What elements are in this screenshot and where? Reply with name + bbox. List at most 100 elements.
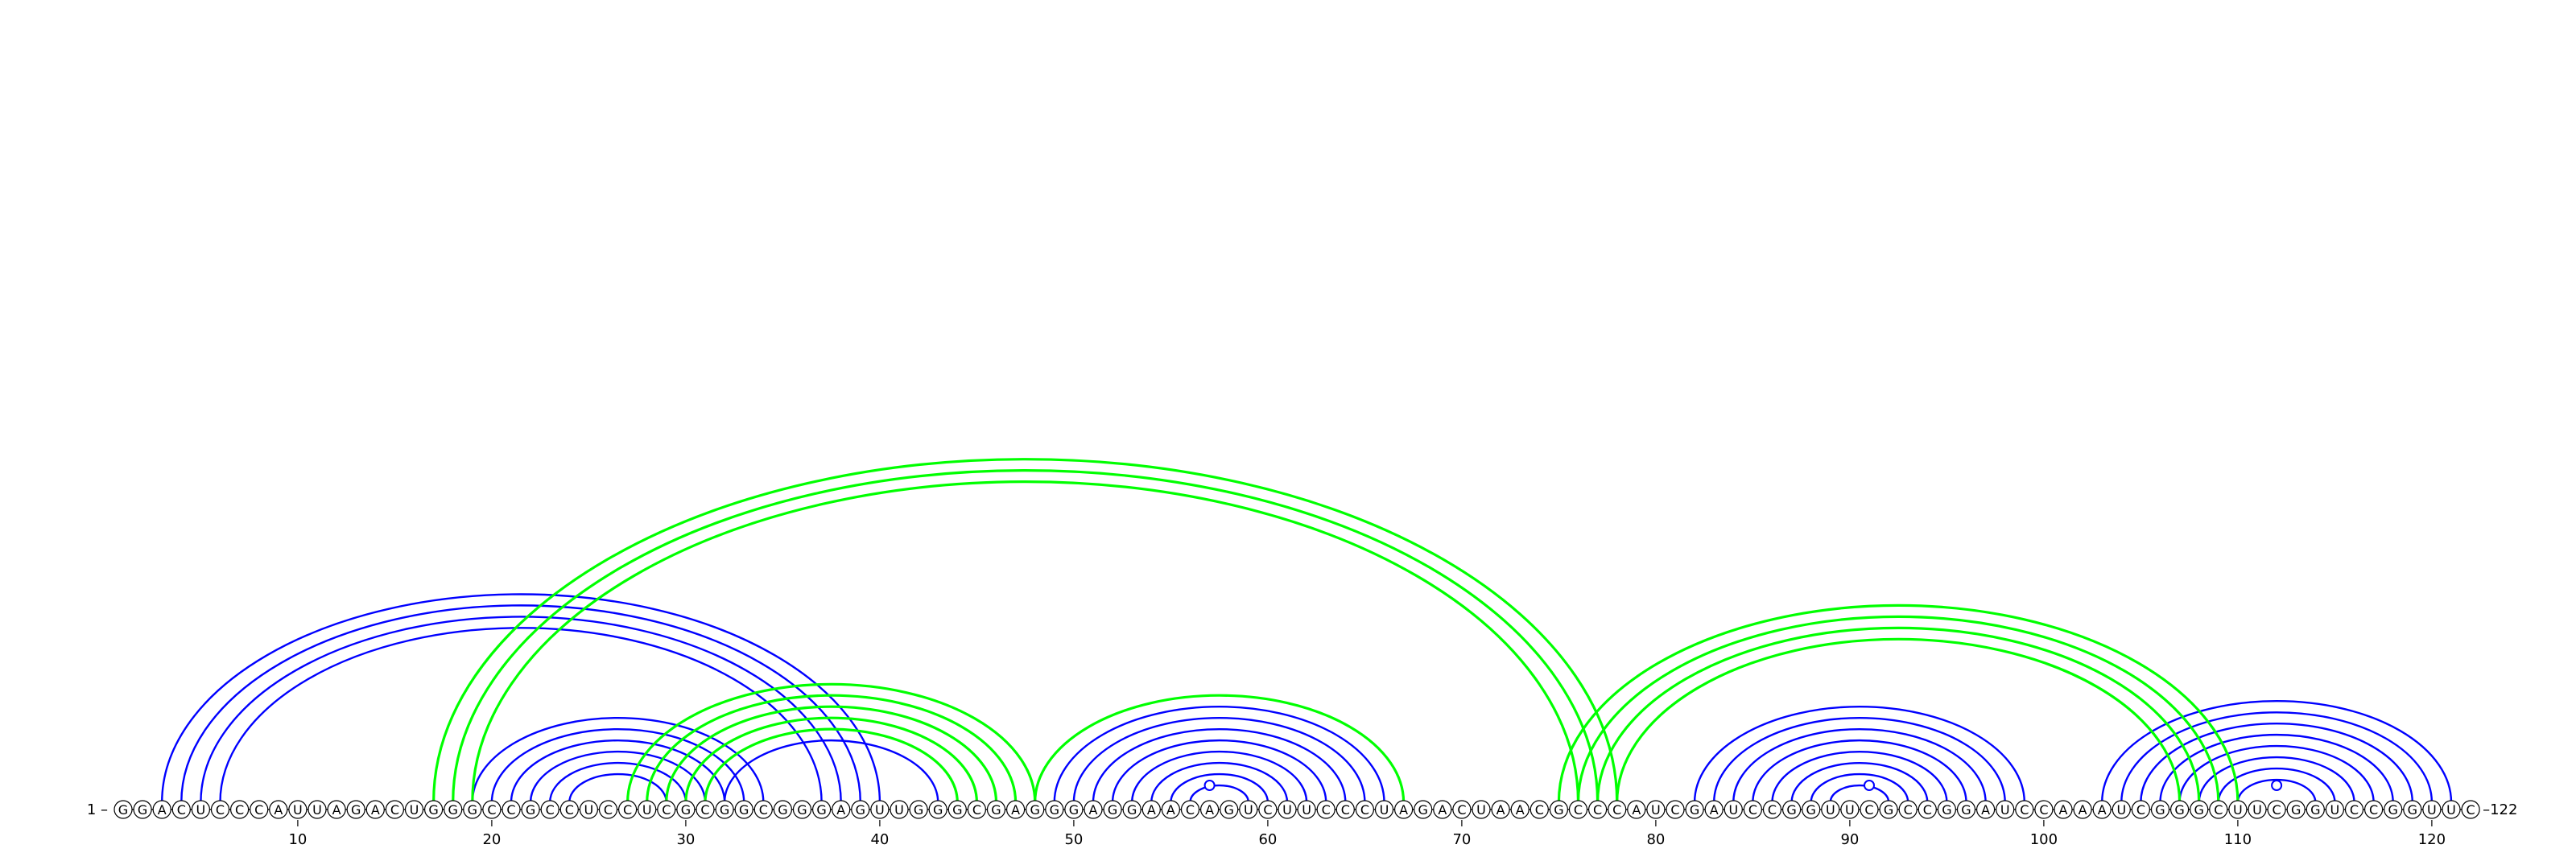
nucleotide-circle	[1220, 800, 1239, 819]
nucleotide-letter: A	[1205, 802, 1214, 818]
base-pair-arc-blue	[529, 750, 707, 803]
nucleotide-circle	[250, 800, 269, 819]
nucleotide-circle	[1762, 800, 1782, 819]
nucleotide-circle	[327, 800, 346, 819]
base-pair-arc-blue	[568, 772, 667, 803]
nucleotide-letter: G	[2174, 802, 2184, 818]
nucleotide-circle	[308, 800, 327, 819]
nucleotide-letter: U	[894, 802, 904, 818]
nucleotide-letter: U	[642, 802, 652, 818]
nucleotide-letter: G	[428, 802, 438, 818]
nucleotide-circle	[1782, 800, 1802, 819]
nucleotide-circle	[1084, 800, 1103, 819]
loop-marker	[2271, 780, 2283, 791]
base-pair-arc-blue	[1790, 761, 1929, 803]
nucleotide-circle	[2073, 800, 2092, 819]
nucleotide-circle	[832, 800, 851, 819]
nucleotide-letter: U	[2252, 802, 2262, 818]
nucleotide-letter: G	[1050, 802, 1059, 818]
nucleotide-circle	[1103, 800, 1122, 819]
nucleotide-letter: A	[2079, 802, 2087, 818]
nucleotide-circle	[1472, 800, 1491, 819]
nucleotide-letter: U	[1302, 802, 1311, 818]
nucleotide-circle	[423, 800, 444, 819]
nucleotide-circle	[1141, 800, 1161, 819]
nucleotide-circle	[521, 800, 540, 819]
axis-tick-label: 40	[870, 831, 889, 848]
nucleotide-circle	[1316, 800, 1335, 819]
nucleotide-letter: A	[836, 802, 845, 818]
nucleotide-letter: C	[1186, 802, 1195, 818]
nucleotide-letter: A	[1981, 802, 1990, 818]
position-axis: 10 20 30 40 50 60 70 80 90 100 110 120	[288, 820, 2446, 848]
nucleotide-circle	[1393, 800, 1414, 819]
nucleotide-letter: G	[2388, 802, 2397, 818]
nucleotide-circle	[890, 800, 909, 819]
nucleotide-letter: G	[952, 802, 962, 818]
nucleotide-letter: G	[739, 802, 749, 818]
nucleotide-letter: C	[506, 802, 515, 818]
nucleotide-circle	[444, 800, 463, 819]
nucleotide-letter: C	[1574, 802, 1583, 818]
nucleotide-letter: U	[1282, 802, 1292, 818]
base-pair-arc-blue	[219, 627, 823, 803]
nucleotide-letter: U	[2000, 802, 2010, 818]
nucleotide-circle	[753, 800, 773, 819]
nucleotide-letter: C	[254, 802, 263, 818]
nucleotide-letter: C	[759, 802, 768, 818]
nucleotide-letter: C	[1593, 802, 1602, 818]
nucleotide-letter: G	[1806, 802, 1815, 818]
nucleotide-letter: U	[2427, 802, 2437, 818]
nucleotide-circle	[1045, 800, 1064, 819]
nucleotide-circle	[1608, 800, 1627, 819]
nucleotide-letter: G	[138, 802, 147, 818]
nucleotide-letter: A	[1632, 802, 1641, 818]
base-pair-arc-blue	[1829, 784, 1890, 803]
nucleotide-circle	[1530, 800, 1549, 819]
nucleotide-circle	[1414, 800, 1433, 819]
nucleotide-letter: U	[1244, 802, 1253, 818]
nucleotide-circle	[986, 800, 1006, 819]
nucleotide-letter: A	[2059, 802, 2068, 818]
base-pair-arc-blue	[1810, 772, 1909, 803]
nucleotide-circle	[947, 800, 967, 819]
base-pair-arc-blue	[2178, 744, 2375, 803]
nucleotide-letter: U	[875, 802, 885, 818]
nucleotide-letter: A	[1011, 802, 1020, 818]
nucleotide-circle	[1956, 800, 1976, 819]
base-pair-arc-green	[626, 682, 1037, 803]
nucleotide-letter: C	[1457, 802, 1466, 818]
nucleotide-circle	[1587, 800, 1608, 819]
nucleotide-letter: C	[177, 802, 186, 818]
nucleotide-letter: G	[681, 802, 691, 818]
start-label: 1 –	[87, 801, 108, 818]
nucleotide-circle	[2209, 800, 2228, 819]
nucleotide-letter: C	[2214, 802, 2223, 818]
nucleotide-circle	[540, 800, 559, 819]
nucleotide-circle	[1918, 800, 1937, 819]
nucleotide-circle	[579, 800, 599, 819]
nucleotide-letter: C	[565, 802, 574, 818]
nucleotide-letter: G	[526, 802, 535, 818]
loop-marker	[1864, 780, 1875, 791]
nucleotide-letter: A	[1166, 802, 1175, 818]
nucleotide-letter: C	[216, 802, 225, 818]
nucleotide-letter: G	[1786, 802, 1796, 818]
base-pair-arc-green	[646, 694, 1018, 803]
nucleotide-circle	[1685, 800, 1704, 819]
nucleotide-circle	[851, 800, 870, 819]
nucleotide-letter: C	[604, 802, 613, 818]
nucleotide-letter: U	[1651, 802, 1661, 818]
base-pair-arc-blue	[549, 761, 687, 803]
nucleotide-circle	[2054, 800, 2073, 819]
nucleotide-letter: G	[2310, 802, 2320, 818]
nucleotide-letter: C	[2467, 802, 2475, 818]
axis-tick-label: 30	[676, 831, 695, 848]
nucleotide-circle	[152, 800, 171, 819]
nucleotide-letter: C	[2369, 802, 2378, 818]
nucleotide-circle	[1743, 800, 1762, 819]
nucleotide-circle	[1937, 800, 1956, 819]
nucleotide-letter: G	[856, 802, 865, 818]
